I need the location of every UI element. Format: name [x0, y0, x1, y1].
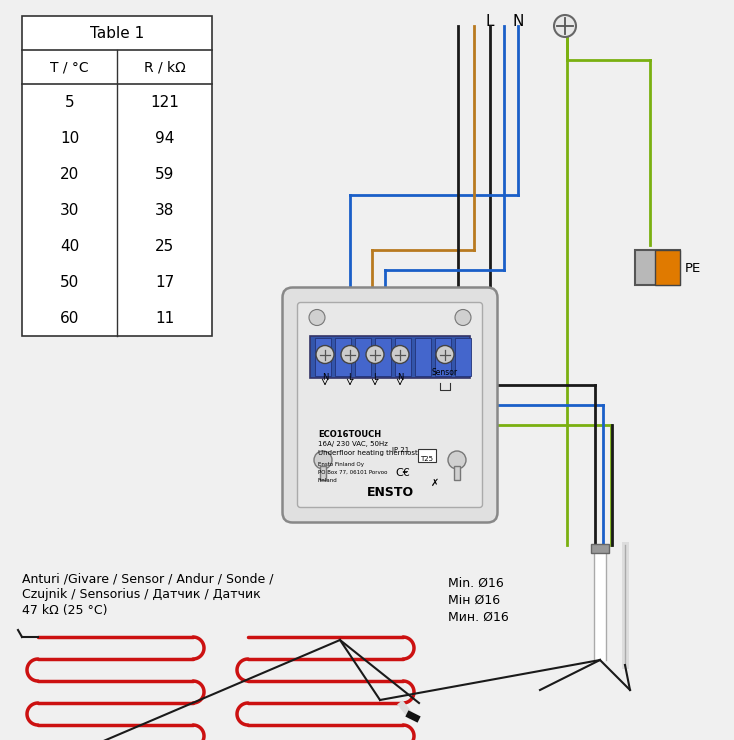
Bar [320, 466, 326, 480]
Bar [375, 337, 391, 375]
Text: 10: 10 [60, 130, 79, 146]
Bar [454, 466, 460, 480]
Circle shape [436, 346, 454, 363]
Text: IP 21: IP 21 [392, 447, 410, 453]
Circle shape [309, 309, 325, 326]
Bar [22, 16, 212, 336]
Text: T25: T25 [421, 456, 434, 462]
Text: 47 kΩ (25 °C): 47 kΩ (25 °C) [22, 604, 107, 617]
Text: 11: 11 [155, 311, 174, 326]
Text: Anturi /Givare / Sensor / Andur / Sonde /: Anturi /Givare / Sensor / Andur / Sonde … [22, 572, 274, 585]
Text: Table 1: Table 1 [90, 25, 144, 41]
Bar [418, 449, 436, 462]
Text: 94: 94 [155, 130, 174, 146]
Text: C€: C€ [395, 468, 410, 478]
Text: 40: 40 [60, 238, 79, 254]
Text: Underfloor heating thermostat: Underfloor heating thermostat [318, 450, 425, 456]
Bar [435, 337, 451, 375]
Text: PO Box 77, 06101 Porvoo: PO Box 77, 06101 Porvoo [318, 470, 388, 475]
Text: 5: 5 [65, 95, 74, 110]
Text: PE: PE [685, 261, 701, 275]
Bar [335, 337, 351, 375]
Circle shape [366, 346, 384, 363]
Text: Finland: Finland [318, 478, 338, 483]
Circle shape [316, 346, 334, 363]
Text: ENSTO: ENSTO [366, 486, 413, 499]
Text: L: L [486, 14, 494, 29]
Bar [655, 250, 680, 285]
Text: 17: 17 [155, 275, 174, 289]
Text: 16A/ 230 VAC, 50Hz: 16A/ 230 VAC, 50Hz [318, 441, 388, 447]
Bar [395, 337, 411, 375]
Text: 60: 60 [59, 311, 79, 326]
Bar [355, 337, 371, 375]
Circle shape [341, 346, 359, 363]
Bar [635, 250, 680, 285]
Text: Czujnik / Sensorius / Датчик / Датчик: Czujnik / Sensorius / Датчик / Датчик [22, 588, 261, 601]
Text: 121: 121 [150, 95, 179, 110]
Text: N: N [397, 373, 403, 382]
Text: Min. Ø16: Min. Ø16 [448, 576, 504, 590]
Text: Ensto Finland Oy: Ensto Finland Oy [318, 462, 364, 467]
Text: 50: 50 [60, 275, 79, 289]
Circle shape [314, 451, 332, 469]
Text: 30: 30 [59, 203, 79, 218]
Text: R / kΩ: R / kΩ [144, 60, 186, 74]
Text: 20: 20 [60, 166, 79, 181]
FancyBboxPatch shape [283, 288, 498, 522]
Circle shape [554, 15, 576, 37]
Text: N: N [321, 373, 328, 382]
Text: T / °C: T / °C [50, 60, 89, 74]
Text: 59: 59 [155, 166, 174, 181]
Text: Mин. Ø16: Mин. Ø16 [448, 610, 509, 624]
Bar [455, 337, 471, 375]
Text: 25: 25 [155, 238, 174, 254]
Text: N: N [512, 14, 523, 29]
Text: ✗: ✗ [431, 478, 439, 488]
Bar [415, 337, 431, 375]
Circle shape [391, 346, 409, 363]
Bar [315, 337, 331, 375]
Text: 38: 38 [155, 203, 174, 218]
Circle shape [455, 309, 471, 326]
Bar [310, 335, 470, 377]
Bar [591, 544, 609, 553]
FancyBboxPatch shape [297, 303, 482, 508]
Text: Mін Ø16: Mін Ø16 [448, 593, 500, 607]
Text: L: L [348, 373, 352, 382]
Circle shape [448, 451, 466, 469]
Text: L: L [373, 373, 377, 382]
Text: ECO16TOUCH: ECO16TOUCH [318, 430, 381, 439]
Text: Sensor: Sensor [432, 368, 458, 377]
